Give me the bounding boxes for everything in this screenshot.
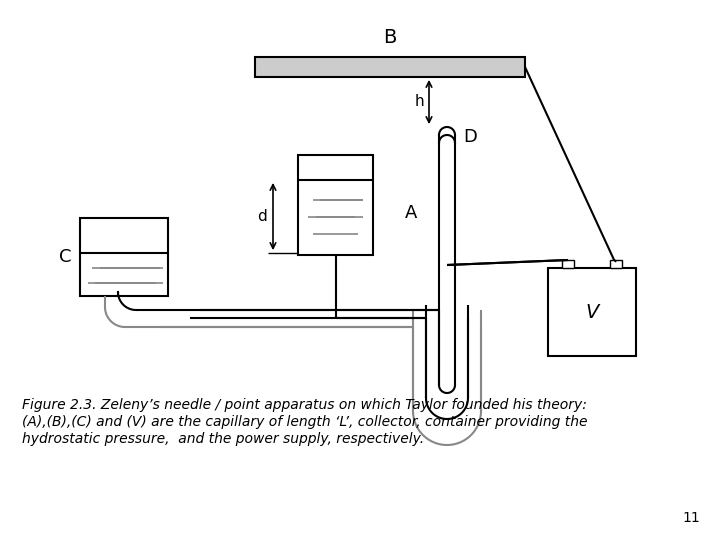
Text: d: d (257, 209, 267, 224)
Text: 11: 11 (683, 511, 700, 525)
Text: V: V (585, 302, 599, 321)
Text: D: D (463, 128, 477, 146)
Bar (255, 57, 525, 77)
Text: A: A (405, 205, 417, 222)
Text: hydrostatic pressure,  and the power supply, respectively.: hydrostatic pressure, and the power supp… (22, 432, 424, 446)
Bar (610, 260, 622, 268)
Bar (80, 218, 168, 296)
Bar (562, 260, 574, 268)
Text: C: C (60, 248, 72, 266)
Text: (A),(B),(C) and (V) are the capillary of length ‘L’, collector, container provid: (A),(B),(C) and (V) are the capillary of… (22, 415, 588, 429)
Bar (548, 268, 636, 356)
Bar (298, 155, 373, 255)
Text: h: h (415, 94, 424, 110)
Text: Figure 2.3. Zeleny’s needle / point apparatus on which Taylor founded his theory: Figure 2.3. Zeleny’s needle / point appa… (22, 398, 587, 412)
Text: B: B (383, 28, 397, 47)
